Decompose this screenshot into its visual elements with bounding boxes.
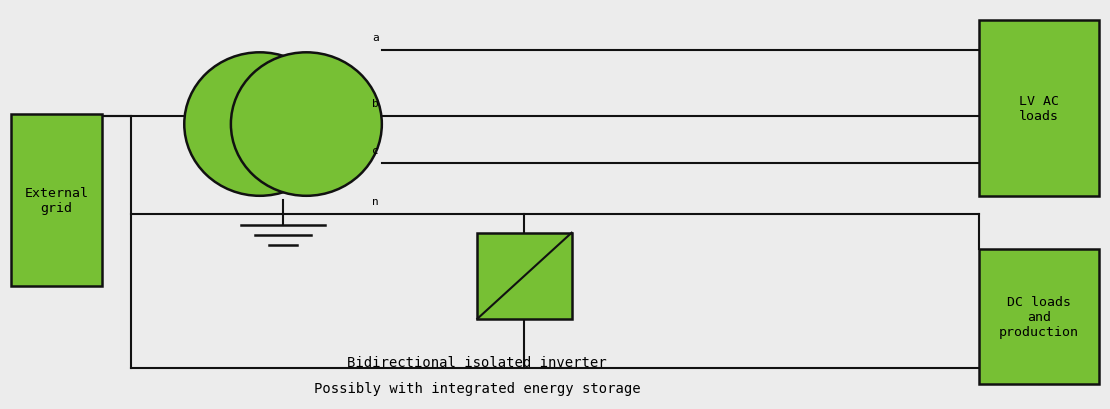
Bar xyxy=(979,20,1099,196)
Bar xyxy=(11,115,102,286)
Text: Possibly with integrated energy storage: Possibly with integrated energy storage xyxy=(314,382,640,396)
Text: DC loads
and
production: DC loads and production xyxy=(999,296,1079,338)
Text: c: c xyxy=(372,145,379,155)
Text: n: n xyxy=(372,196,379,207)
Ellipse shape xyxy=(184,53,335,196)
Text: b: b xyxy=(372,98,379,108)
Bar xyxy=(477,233,572,319)
Text: External
grid: External grid xyxy=(24,187,89,214)
Ellipse shape xyxy=(231,53,382,196)
Bar xyxy=(979,249,1099,384)
Text: a: a xyxy=(372,33,379,43)
Text: Bidirectional isolated inverter: Bidirectional isolated inverter xyxy=(347,355,607,369)
Text: LV AC
loads: LV AC loads xyxy=(1019,94,1059,122)
